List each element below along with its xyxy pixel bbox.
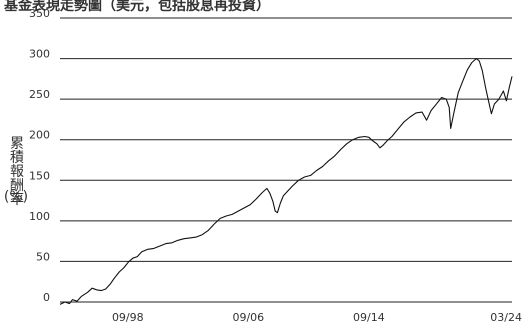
y-tick-label: 200 [29, 129, 50, 142]
series-line [59, 58, 513, 305]
x-tick-label: 09/14 [353, 311, 385, 324]
chart-title: 基金表現走勢圖（美元，包括股息再投資） [4, 0, 270, 14]
y-tick-label: 0 [43, 291, 50, 304]
y-axis-label-char: 累 [10, 136, 24, 152]
y-tick-label: 300 [29, 48, 50, 61]
y-tick-label: 350 [29, 7, 50, 20]
grid-lines [60, 17, 512, 303]
y-axis-unit: (%) [4, 189, 28, 205]
y-tick-label: 250 [29, 88, 50, 101]
y-axis-label: 累 積 報 酬 率 (%) [4, 136, 28, 208]
y-tick-label: 50 [36, 250, 50, 263]
y-axis-label-char: 酬 [10, 178, 24, 194]
y-axis-ticks: 0 50 100 150 200 250 300 350 [29, 7, 50, 304]
y-tick-label: 100 [29, 210, 50, 223]
y-tick-label: 150 [29, 169, 50, 182]
y-axis-label-char: 率 [10, 191, 24, 208]
y-axis-label-char: 報 [10, 164, 24, 180]
x-tick-label: 03/24 [490, 311, 522, 324]
y-axis-label-char: 積 [10, 150, 24, 166]
x-tick-label: 09/06 [232, 311, 264, 324]
x-tick-label: 09/98 [112, 311, 144, 324]
x-axis-ticks: 09/98 09/06 09/14 03/24 [112, 311, 522, 324]
